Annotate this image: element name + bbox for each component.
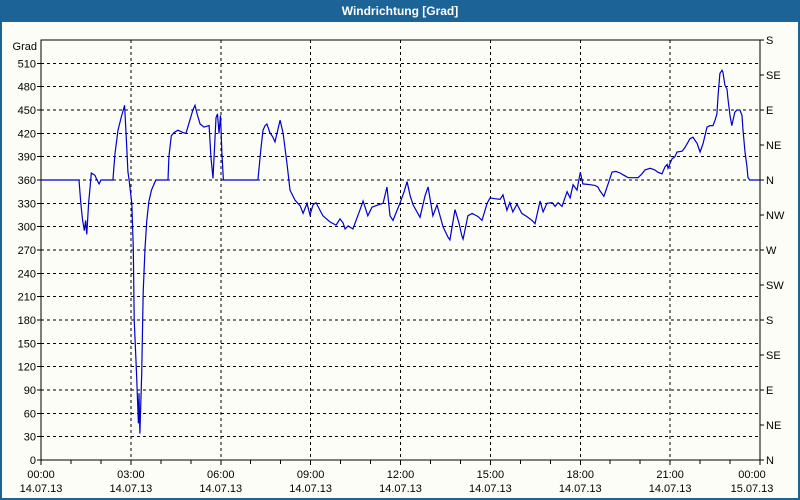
- y-tick-label: 60: [24, 408, 36, 420]
- y-tick-label: 180: [18, 315, 36, 327]
- x-tick-time-label: 03:00: [117, 469, 145, 481]
- compass-tick-label: SE: [766, 350, 781, 362]
- y-tick-label: 420: [18, 128, 36, 140]
- y-tick-label: 510: [18, 58, 36, 70]
- x-tick-date-label: 14.07.13: [109, 483, 152, 495]
- compass-tick-label: N: [766, 455, 774, 467]
- compass-tick-label: E: [766, 385, 773, 397]
- x-tick-date-label: 14.07.13: [289, 483, 332, 495]
- x-tick-date-label: 14.07.13: [649, 483, 692, 495]
- x-tick-date-label: 14.07.13: [20, 483, 63, 495]
- x-tick-date-label: 14.07.13: [379, 483, 422, 495]
- y-tick-label: 30: [24, 432, 36, 444]
- compass-tick-label: NE: [766, 420, 781, 432]
- compass-tick-label: NE: [766, 140, 781, 152]
- y-tick-label: 330: [18, 198, 36, 210]
- compass-tick-label: W: [766, 245, 777, 257]
- x-tick-time-label: 00:00: [27, 469, 55, 481]
- x-tick-time-label: 21:00: [656, 469, 684, 481]
- compass-tick-label: SW: [766, 280, 784, 292]
- y-tick-label: 480: [18, 82, 36, 94]
- y-tick-label: 150: [18, 338, 36, 350]
- compass-tick-label: SE: [766, 70, 781, 82]
- y-tick-label: 0: [30, 455, 36, 467]
- x-tick-time-label: 12:00: [387, 469, 415, 481]
- x-tick-time-label: 15:00: [477, 469, 505, 481]
- x-tick-time-label: 06:00: [207, 469, 235, 481]
- x-tick-date-label: 14.07.13: [469, 483, 512, 495]
- x-tick-date-label: 14.07.13: [199, 483, 242, 495]
- compass-tick-label: E: [766, 105, 773, 117]
- y-tick-label: 450: [18, 105, 36, 117]
- y-tick-label: 210: [18, 292, 36, 304]
- compass-tick-label: S: [766, 35, 773, 47]
- title-bar: Windrichtung [Grad]: [0, 0, 800, 22]
- x-tick-date-label: 14.07.13: [559, 483, 602, 495]
- y-axis-unit-label: Grad: [13, 41, 37, 53]
- x-tick-time-label: 18:00: [566, 469, 594, 481]
- y-tick-label: 240: [18, 268, 36, 280]
- x-tick-time-label: 00:00: [738, 469, 766, 481]
- y-tick-label: 90: [24, 385, 36, 397]
- compass-tick-label: N: [766, 175, 774, 187]
- window-title: Windrichtung [Grad]: [341, 4, 459, 18]
- y-tick-label: 300: [18, 222, 36, 234]
- y-tick-label: 360: [18, 175, 36, 187]
- compass-tick-label: NW: [766, 210, 785, 222]
- y-tick-label: 270: [18, 245, 36, 257]
- y-tick-label: 120: [18, 362, 36, 374]
- compass-tick-label: S: [766, 315, 773, 327]
- y-tick-label: 390: [18, 152, 36, 164]
- wind-direction-line: [41, 69, 760, 434]
- x-tick-date-label: 15.07.13: [731, 483, 774, 495]
- x-tick-time-label: 09:00: [297, 469, 325, 481]
